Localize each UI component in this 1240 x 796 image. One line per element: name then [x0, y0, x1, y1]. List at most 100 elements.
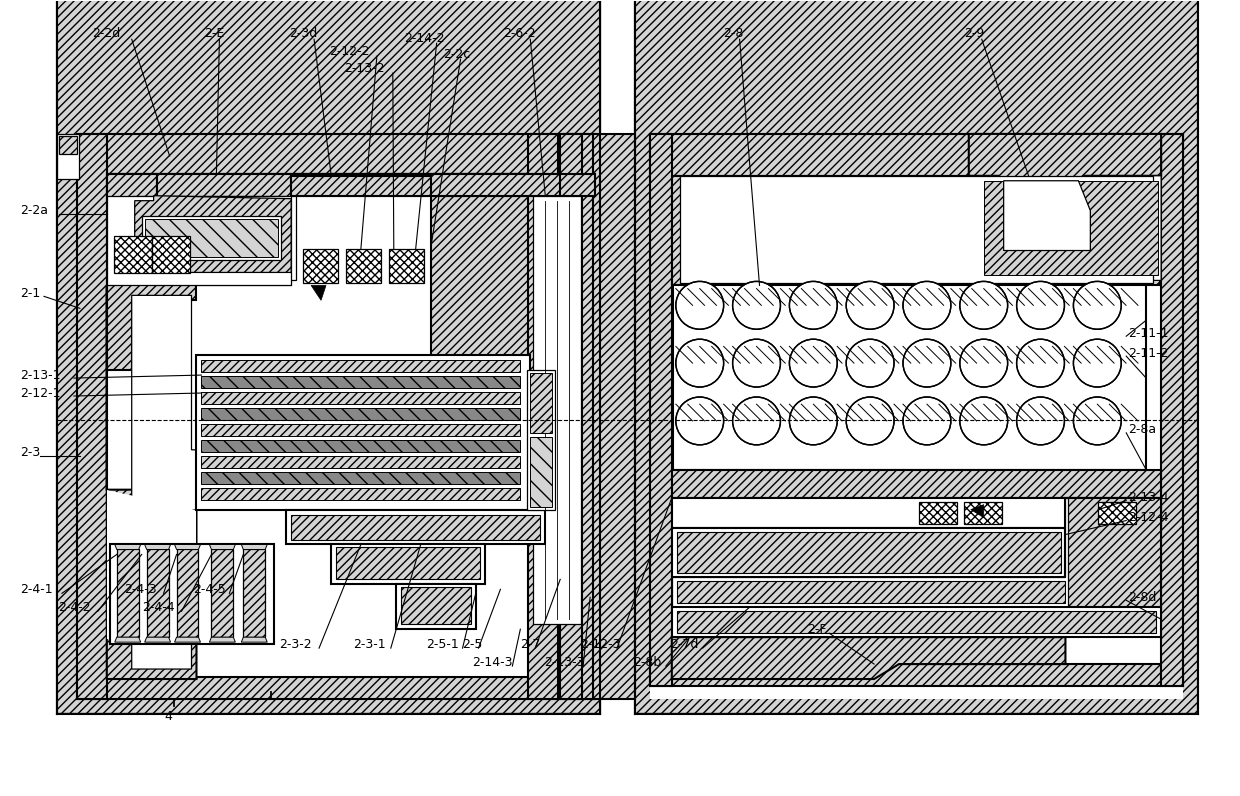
Circle shape	[846, 339, 894, 387]
Polygon shape	[242, 637, 268, 642]
Text: 2-12-2: 2-12-2	[329, 45, 370, 58]
Polygon shape	[346, 248, 381, 283]
Circle shape	[676, 282, 724, 330]
Polygon shape	[963, 501, 1002, 524]
Circle shape	[903, 397, 951, 445]
Text: 2-7: 2-7	[521, 638, 541, 650]
Text: 2-9: 2-9	[963, 27, 985, 40]
Text: 4: 4	[165, 710, 172, 724]
Text: 2-4-5: 2-4-5	[193, 583, 226, 596]
Polygon shape	[201, 360, 521, 372]
Circle shape	[790, 397, 837, 445]
Text: 2-6-2: 2-6-2	[503, 27, 536, 40]
Circle shape	[1074, 339, 1121, 387]
Polygon shape	[107, 286, 560, 679]
Text: 2-3: 2-3	[20, 447, 41, 459]
Polygon shape	[677, 611, 1156, 633]
Polygon shape	[971, 505, 983, 517]
Circle shape	[733, 282, 780, 330]
Polygon shape	[57, 134, 79, 179]
Circle shape	[960, 397, 1008, 445]
Text: 2-5-1: 2-5-1	[425, 638, 459, 650]
Text: 2-2d: 2-2d	[92, 27, 120, 40]
Polygon shape	[243, 549, 265, 637]
Polygon shape	[201, 408, 521, 420]
Polygon shape	[311, 286, 326, 300]
Polygon shape	[60, 136, 77, 154]
Polygon shape	[107, 174, 196, 370]
Polygon shape	[201, 440, 521, 452]
Polygon shape	[650, 664, 1183, 686]
Polygon shape	[1161, 134, 1183, 686]
Text: 2-E: 2-E	[205, 27, 224, 40]
Polygon shape	[565, 134, 595, 699]
Polygon shape	[176, 549, 198, 637]
Polygon shape	[677, 532, 1061, 573]
Polygon shape	[983, 181, 1158, 275]
Polygon shape	[396, 584, 475, 629]
Polygon shape	[1003, 181, 1090, 251]
Circle shape	[960, 339, 1008, 387]
Polygon shape	[175, 544, 201, 549]
Polygon shape	[201, 376, 521, 388]
Text: 2-F: 2-F	[807, 622, 827, 636]
Polygon shape	[115, 544, 140, 549]
Circle shape	[733, 339, 780, 387]
Polygon shape	[919, 501, 957, 524]
Polygon shape	[291, 514, 541, 540]
Polygon shape	[77, 134, 595, 174]
Polygon shape	[1065, 498, 1161, 609]
Polygon shape	[389, 248, 424, 283]
Circle shape	[790, 282, 837, 330]
Polygon shape	[175, 637, 201, 642]
Polygon shape	[210, 637, 236, 642]
Polygon shape	[201, 456, 521, 468]
Text: 2-11-1: 2-11-1	[1128, 326, 1169, 340]
Polygon shape	[672, 498, 1161, 528]
Polygon shape	[533, 196, 582, 624]
Polygon shape	[145, 544, 171, 549]
Polygon shape	[680, 176, 1153, 283]
Polygon shape	[201, 392, 521, 404]
Polygon shape	[242, 544, 268, 549]
Text: 2-14-3: 2-14-3	[472, 656, 513, 669]
Polygon shape	[77, 134, 595, 699]
Polygon shape	[110, 544, 274, 644]
Polygon shape	[336, 548, 480, 579]
Text: 2-1: 2-1	[20, 287, 41, 300]
Circle shape	[1017, 339, 1064, 387]
Text: 2-8d: 2-8d	[1128, 591, 1157, 604]
Polygon shape	[115, 637, 140, 642]
Polygon shape	[131, 196, 296, 280]
Text: 2-12-1: 2-12-1	[20, 387, 61, 400]
Polygon shape	[151, 236, 190, 274]
Polygon shape	[672, 498, 1069, 607]
Polygon shape	[156, 174, 560, 286]
Polygon shape	[303, 248, 339, 283]
Polygon shape	[201, 424, 521, 436]
Polygon shape	[117, 549, 139, 637]
Text: 2-11-2: 2-11-2	[1128, 346, 1169, 360]
Circle shape	[676, 397, 724, 445]
Text: 2-4-3: 2-4-3	[124, 583, 156, 596]
Polygon shape	[650, 134, 1183, 699]
Text: 2-8a: 2-8a	[1128, 423, 1157, 436]
Polygon shape	[107, 196, 291, 286]
Text: 2-2a: 2-2a	[20, 204, 48, 217]
Polygon shape	[677, 581, 1065, 603]
Polygon shape	[672, 528, 1065, 577]
Text: 2-13-1: 2-13-1	[20, 369, 61, 381]
Polygon shape	[57, 0, 600, 714]
Circle shape	[1017, 282, 1064, 330]
Text: 2-3-2: 2-3-2	[279, 638, 311, 650]
Polygon shape	[146, 549, 169, 637]
Polygon shape	[201, 472, 521, 484]
Text: 2-12-3: 2-12-3	[580, 638, 621, 650]
Text: 2-4-1: 2-4-1	[20, 583, 53, 596]
Polygon shape	[286, 509, 546, 544]
Text: 2-12-4: 2-12-4	[1128, 511, 1169, 524]
Circle shape	[846, 282, 894, 330]
Polygon shape	[650, 134, 672, 686]
Polygon shape	[528, 134, 558, 699]
Polygon shape	[77, 677, 595, 699]
